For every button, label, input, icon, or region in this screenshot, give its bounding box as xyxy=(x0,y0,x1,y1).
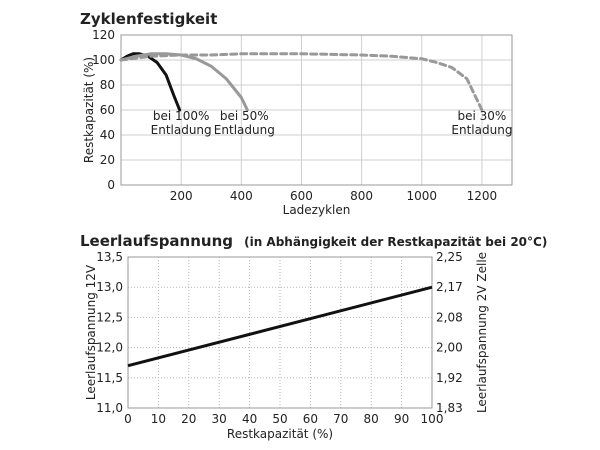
voltage-chart-x-tick-label: 40 xyxy=(242,412,257,426)
voltage-chart-title: Leerlaufspannung xyxy=(80,232,233,250)
voltage-chart-plot-area xyxy=(127,256,433,409)
annotation-line: bei 30% xyxy=(458,109,507,123)
cycle-chart-title: Zyklenfestigkeit xyxy=(80,10,217,28)
cycle-chart-y-tick-label: 20 xyxy=(100,153,115,167)
cycle-chart-x-tick-label: 800 xyxy=(350,189,373,203)
voltage-chart-heading: Leerlaufspannung (in Abhängigkeit der Re… xyxy=(80,231,547,250)
cycle-chart-series-line-3 xyxy=(119,52,484,112)
cycle-chart-annotation-1: bei 100% Entladung xyxy=(151,109,212,137)
voltage-chart-x-ticks: 0 10 20 30 40 50 60 70 80 90 100 xyxy=(124,412,443,426)
voltage-chart-y-tick-label: 12,5 xyxy=(96,310,123,324)
voltage-chart-y-tick-label: 12,0 xyxy=(96,341,123,355)
voltage-chart-y2-tick-label: 1,92 xyxy=(436,371,463,385)
voltage-chart-x-tick-label: 60 xyxy=(303,412,318,426)
voltage-chart-x-tick-label: 10 xyxy=(151,412,166,426)
cycle-chart-x-tick-label: 1000 xyxy=(406,189,437,203)
annotation-line: bei 100% xyxy=(153,109,209,123)
voltage-chart-y2-tick-label: 1,83 xyxy=(436,401,463,415)
voltage-chart-y-ticks: 11,0 11,5 12,0 12,5 13,0 13,5 xyxy=(96,250,123,415)
cycle-chart-y-tick-label: 0 xyxy=(107,178,115,192)
voltage-chart-y-label: Leerlaufspannung 12V xyxy=(84,264,98,400)
voltage-chart-x-tick-label: 50 xyxy=(272,412,287,426)
cycle-chart-y-label: Restkapazität (%) xyxy=(82,57,96,163)
cycle-chart-x-label: Ladezyklen xyxy=(283,203,351,217)
cycle-chart-x-tick-label: 600 xyxy=(290,189,313,203)
cycle-chart-y-tick-label: 120 xyxy=(92,28,115,42)
voltage-chart-y2-ticks: 1,83 1,92 2,00 2,08 2,17 2,25 xyxy=(436,250,463,415)
annotation-line: Entladung xyxy=(214,123,275,137)
cycle-chart-series xyxy=(119,52,484,112)
annotation-line: Entladung xyxy=(451,123,512,137)
voltage-chart-y-tick-label: 13,5 xyxy=(96,250,123,264)
cycle-chart-x-tick-label: 200 xyxy=(170,189,193,203)
cycle-chart-x-ticks: 200 400 600 800 1000 1200 xyxy=(170,189,497,203)
voltage-chart-y2-label: Leerlaufspannung 2V Zelle xyxy=(475,252,489,413)
voltage-chart-x-label: Restkapazität (%) xyxy=(227,427,333,441)
voltage-chart-y2-tick-label: 2,25 xyxy=(436,250,463,264)
cycle-chart-x-tick-label: 1200 xyxy=(467,189,498,203)
annotation-line: Entladung xyxy=(151,123,212,137)
cycle-chart-annotation-3: bei 30% Entladung xyxy=(451,109,512,137)
voltage-chart-y-tick-label: 13,0 xyxy=(96,280,123,294)
voltage-chart-x-tick-label: 30 xyxy=(212,412,227,426)
cycle-chart-y-tick-label: 80 xyxy=(100,78,115,92)
voltage-chart-y-tick-label: 11,0 xyxy=(96,401,123,415)
voltage-chart-subtitle: (in Abhängigkeit der Restkapazität bei 2… xyxy=(244,235,547,249)
cycle-chart-y-tick-label: 60 xyxy=(100,103,115,117)
voltage-chart-grid xyxy=(127,256,433,409)
voltage-chart: Leerlaufspannung (in Abhängigkeit der Re… xyxy=(80,231,547,441)
voltage-chart-x-tick-label: 100 xyxy=(421,412,444,426)
voltage-chart-series xyxy=(127,285,433,368)
cycle-chart-plot-area xyxy=(120,34,513,186)
voltage-chart-series-line-1 xyxy=(127,285,433,368)
cycle-chart-y-tick-label: 100 xyxy=(92,53,115,67)
annotation-line: bei 50% xyxy=(220,109,269,123)
voltage-chart-y2-tick-label: 2,00 xyxy=(436,341,463,355)
voltage-chart-y-tick-label: 11,5 xyxy=(96,371,123,385)
cycle-chart-series-line-2 xyxy=(119,52,249,112)
voltage-chart-x-tick-label: 20 xyxy=(181,412,196,426)
voltage-chart-y2-tick-label: 2,08 xyxy=(436,310,463,324)
cycle-chart-y-ticks: 0 20 40 60 80 100 120 xyxy=(92,28,115,192)
voltage-chart-x-tick-label: 0 xyxy=(124,412,132,426)
cycle-chart-annotation-2: bei 50% Entladung xyxy=(214,109,275,137)
voltage-chart-x-tick-label: 90 xyxy=(394,412,409,426)
cycle-chart-series-line-1 xyxy=(119,52,182,112)
cycle-chart-x-tick-label: 400 xyxy=(230,189,253,203)
voltage-chart-x-tick-label: 80 xyxy=(364,412,379,426)
voltage-chart-y2-tick-label: 2,17 xyxy=(436,280,463,294)
cycle-chart: Zyklenfestigkeit 0 20 40 60 80 100 120 200 400 6… xyxy=(80,10,513,217)
voltage-chart-x-tick-label: 70 xyxy=(333,412,348,426)
cycle-chart-y-tick-label: 40 xyxy=(100,128,115,142)
